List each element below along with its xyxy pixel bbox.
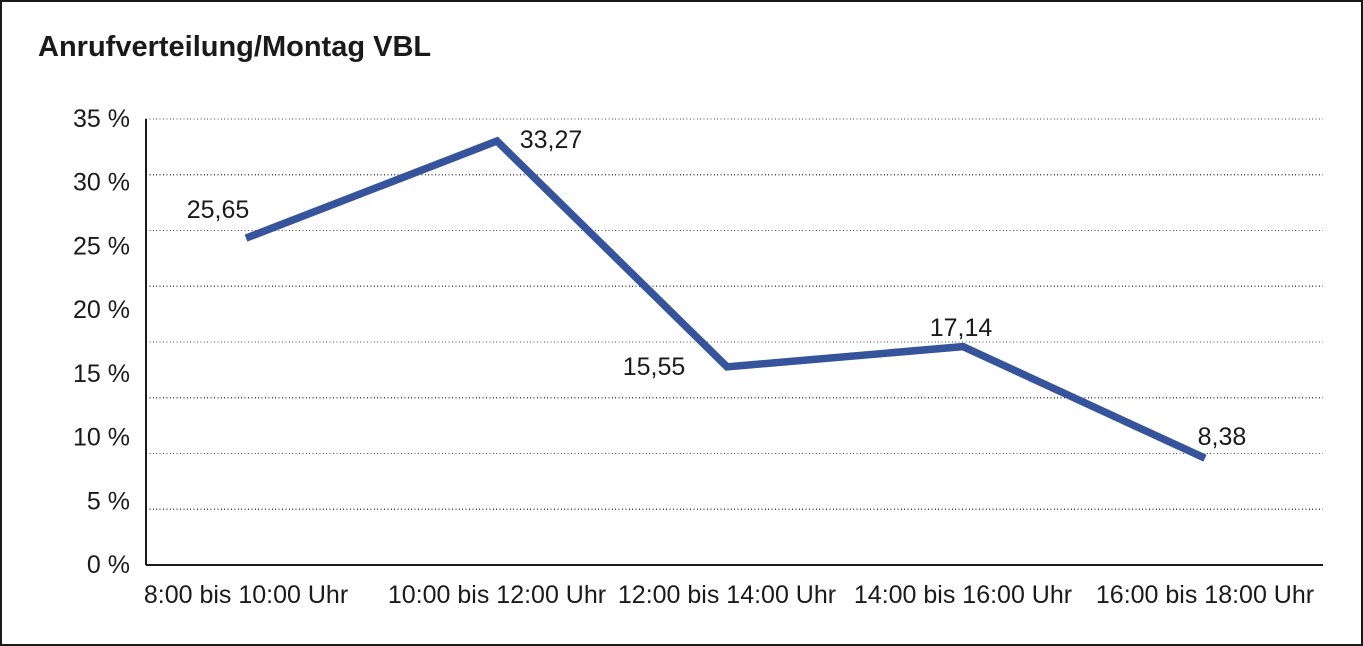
x-tick-label: 8:00 bis 10:00 Uhr: [144, 581, 348, 609]
y-tick-label: 5 %: [87, 487, 130, 515]
y-tick-label: 0 %: [87, 551, 130, 579]
series-layer: [244, 136, 1207, 462]
y-tick-label: 15 %: [73, 360, 130, 388]
value-labels-layer: 25,65 33,27 15,55 17,14 8,38: [187, 126, 1247, 451]
data-point-label: 8,38: [1198, 423, 1247, 451]
x-tick-label: 12:00 bis 14:00 Uhr: [618, 581, 836, 609]
axes-layer: [145, 119, 1323, 566]
y-tick-label: 30 %: [73, 169, 130, 197]
y-tick-label: 35 %: [73, 105, 130, 133]
y-tick-label: 20 %: [73, 296, 130, 324]
y-tick-label: 10 %: [73, 424, 130, 452]
y-tick-label: 25 %: [73, 232, 130, 260]
data-line: [244, 136, 1207, 462]
data-point-label: 33,27: [520, 126, 583, 154]
gridlines-layer: [146, 118, 1323, 510]
data-point-label: 25,65: [187, 196, 250, 224]
x-tick-label: 16:00 bis 18:00 Uhr: [1096, 581, 1314, 609]
chart-title: Anrufverteilung/Montag VBL: [38, 31, 431, 63]
x-tick-label: 14:00 bis 16:00 Uhr: [854, 581, 1072, 609]
tick-labels-layer: 35 % 30 % 25 % 20 % 15 % 10 % 5 % 0 % 8:00 bis 1…: [73, 105, 1314, 609]
data-point-label: 15,55: [623, 353, 686, 381]
data-point-label: 17,14: [930, 314, 993, 342]
x-tick-label: 10:00 bis 12:00 Uhr: [388, 581, 606, 609]
